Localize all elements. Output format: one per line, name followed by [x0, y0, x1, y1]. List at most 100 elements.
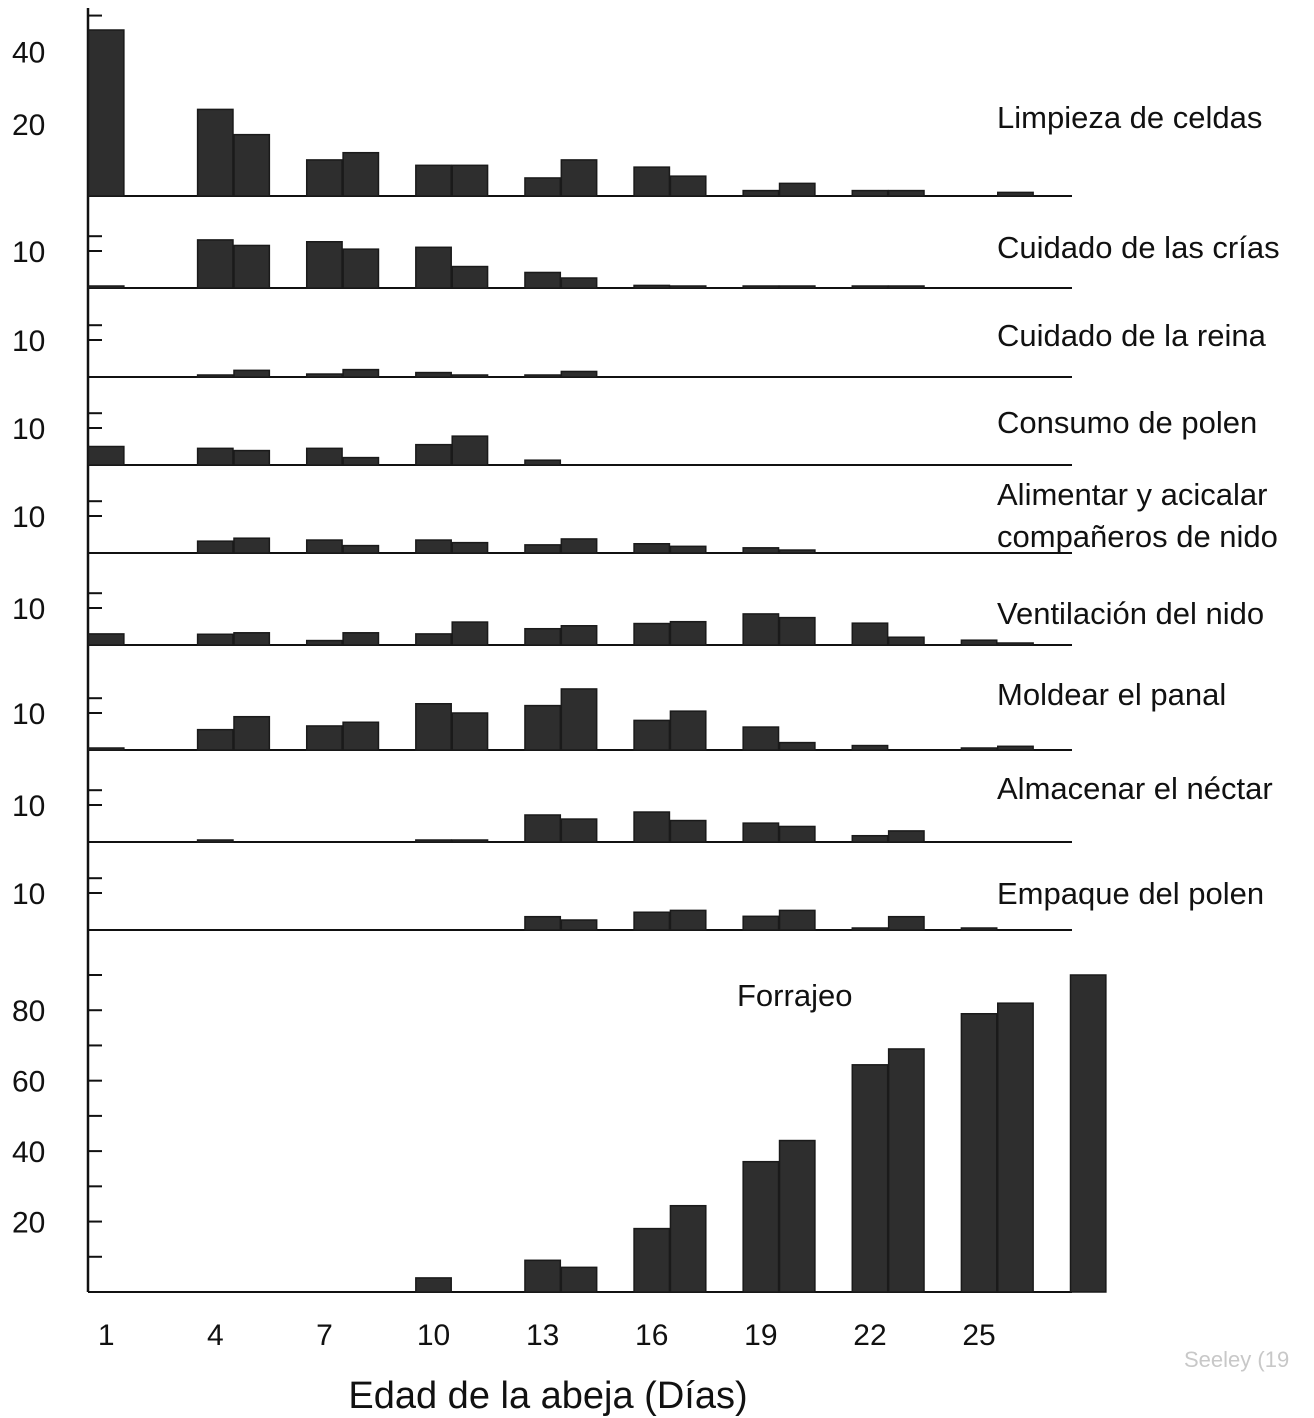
bar [233, 133, 271, 197]
bar [560, 919, 598, 931]
bar [87, 747, 125, 751]
y-tick-label: 10 [12, 593, 45, 626]
bar [851, 744, 889, 751]
bar [196, 728, 234, 751]
bar [851, 189, 889, 197]
bar [451, 265, 489, 289]
bar [560, 688, 598, 751]
panel-label: Consumo de polen [997, 405, 1257, 440]
y-tick-label: 20 [12, 109, 45, 142]
panel-label: Alimentar y acicalar compañeros de nido [997, 477, 1278, 554]
bar [960, 747, 998, 751]
bar [415, 1277, 452, 1293]
bar [778, 285, 816, 289]
bar [778, 909, 816, 931]
bar [196, 839, 234, 843]
bar [560, 625, 598, 646]
y-tick-label: 10 [12, 790, 45, 823]
bar [524, 627, 562, 646]
y-tick-label: 10 [12, 325, 45, 358]
bar [415, 371, 452, 378]
bar [742, 915, 780, 931]
bar [851, 834, 889, 843]
bar [415, 164, 452, 197]
bar [669, 909, 707, 931]
bar [342, 456, 380, 466]
bar [887, 830, 925, 843]
bar [524, 459, 562, 466]
bar [560, 538, 598, 554]
bar [87, 285, 125, 289]
x-tick-label: 10 [417, 1319, 450, 1352]
bar [524, 177, 562, 197]
bar [887, 189, 925, 197]
bar [851, 1064, 889, 1293]
bar [524, 271, 562, 289]
bar [524, 814, 562, 843]
bar [342, 544, 380, 554]
bar [415, 633, 452, 646]
x-tick-label: 13 [526, 1319, 559, 1352]
bar [778, 825, 816, 843]
y-tick-label: 40 [12, 1136, 45, 1169]
bar [451, 164, 489, 197]
bar [233, 244, 271, 289]
x-tick-label: 16 [635, 1319, 668, 1352]
bar [196, 239, 234, 289]
bar [742, 189, 780, 197]
bar [560, 277, 598, 289]
bar [305, 241, 343, 289]
panel-label: Limpieza de celdas [997, 100, 1262, 135]
bar [960, 1012, 998, 1293]
bar [196, 633, 234, 646]
bar [524, 704, 562, 751]
bar [524, 1259, 562, 1293]
bar [305, 373, 343, 378]
bar [997, 745, 1034, 751]
bar [233, 537, 271, 554]
bar [196, 374, 234, 378]
y-tick-label: 60 [12, 1066, 45, 1099]
bar [742, 1160, 780, 1293]
bar [960, 927, 998, 931]
bar [669, 620, 707, 646]
bar [742, 822, 780, 843]
bar [87, 29, 125, 197]
y-tick-label: 40 [12, 37, 45, 70]
bar [887, 915, 925, 931]
bar [451, 374, 489, 378]
bar [524, 544, 562, 554]
bar [233, 715, 271, 751]
bar [669, 175, 707, 197]
bar [997, 1002, 1034, 1293]
bar [633, 622, 671, 646]
bar [669, 545, 707, 554]
y-tick-label: 80 [12, 995, 45, 1028]
bar [669, 285, 707, 289]
bar [633, 911, 671, 931]
panel-label: Empaque del polen [997, 876, 1264, 911]
bar [669, 710, 707, 751]
x-tick-label: 1 [98, 1319, 115, 1352]
bar [196, 108, 234, 197]
bar [742, 285, 780, 289]
bar [415, 246, 452, 289]
x-tick-label: 7 [316, 1319, 333, 1352]
bar [524, 915, 562, 931]
bar [778, 616, 816, 646]
bar [451, 541, 489, 554]
bar [560, 159, 598, 197]
x-tick-label: 22 [853, 1319, 886, 1352]
x-tick-label: 4 [207, 1319, 224, 1352]
bar [233, 369, 271, 378]
bar [451, 435, 489, 466]
bar [669, 1204, 707, 1293]
bar [1069, 974, 1107, 1293]
bar [887, 285, 925, 289]
bar [633, 719, 671, 751]
panel-label: Ventilación del nido [997, 596, 1264, 631]
bar [451, 621, 489, 646]
bar [887, 1048, 925, 1293]
bar [415, 443, 452, 466]
